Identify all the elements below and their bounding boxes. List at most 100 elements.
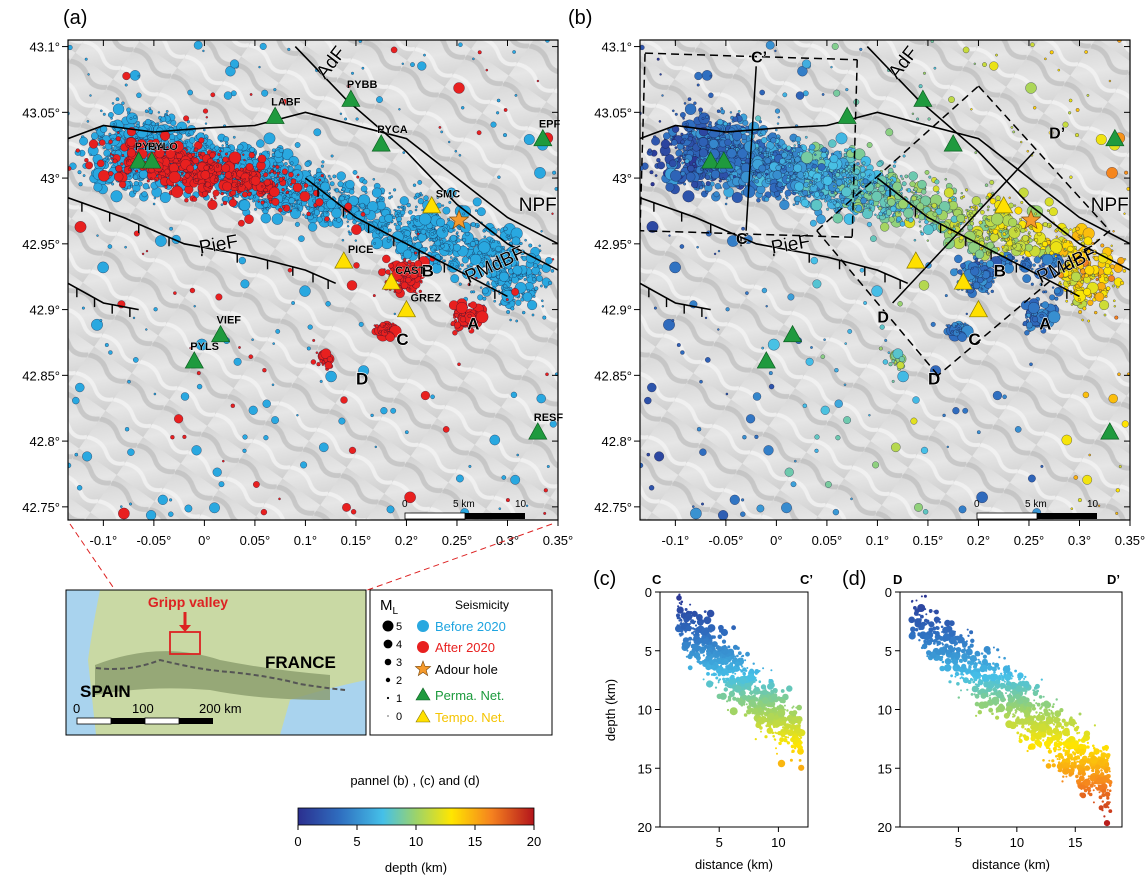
event-before-2020 (306, 206, 311, 211)
event-before-2020 (415, 205, 418, 209)
event-after-2020 (442, 426, 450, 433)
event-depth-colored (708, 92, 714, 98)
event-before-2020 (319, 442, 329, 453)
event-depth-colored (663, 132, 671, 140)
event-after-2020 (141, 252, 145, 256)
event-depth-colored (685, 128, 688, 131)
event-before-2020 (318, 205, 325, 212)
event-depth-colored (1005, 248, 1009, 252)
event-before-2020 (233, 357, 242, 366)
event-before-2020 (341, 238, 345, 242)
event-before-2020 (400, 252, 404, 256)
event-depth-colored (761, 137, 768, 144)
event-before-2020 (417, 198, 424, 205)
event-after-2020 (108, 171, 114, 177)
event-before-2020 (79, 136, 88, 146)
event-after-2020 (205, 116, 208, 119)
event-before-2020 (290, 208, 301, 219)
event-before-2020 (406, 202, 411, 208)
event-before-2020 (223, 136, 230, 143)
event-before-2020 (144, 118, 152, 126)
event-depth-colored (892, 164, 896, 168)
event-before-2020 (319, 379, 323, 383)
event-depth-colored (917, 179, 927, 190)
event-before-2020 (418, 194, 421, 197)
event-before-2020 (120, 505, 123, 508)
event-before-2020 (77, 170, 82, 175)
event-before-2020 (288, 156, 299, 167)
event-before-2020 (458, 42, 463, 47)
event-after-2020 (202, 108, 209, 114)
event-after-2020 (260, 200, 265, 205)
event-after-2020 (237, 180, 241, 184)
event-depth-colored (732, 116, 739, 122)
event-after-2020 (115, 136, 121, 142)
event-before-2020 (142, 123, 145, 126)
event-before-2020 (393, 222, 397, 226)
event-before-2020 (107, 154, 110, 158)
event-before-2020 (482, 287, 489, 295)
event-before-2020 (436, 213, 439, 217)
event-before-2020 (137, 74, 141, 78)
event-before-2020 (263, 132, 276, 145)
event-before-2020 (390, 195, 394, 198)
event-before-2020 (76, 485, 83, 491)
event-after-2020 (281, 205, 286, 209)
event-before-2020 (147, 127, 150, 130)
event-after-2020 (125, 158, 128, 161)
event-before-2020 (427, 229, 431, 233)
event-after-2020 (120, 162, 124, 166)
event-depth-colored (980, 210, 985, 215)
event-after-2020 (321, 363, 325, 366)
event-before-2020 (404, 235, 408, 238)
event-before-2020 (124, 427, 130, 432)
event-depth-colored (759, 133, 763, 136)
event-before-2020 (496, 98, 501, 103)
event-before-2020 (308, 222, 318, 232)
event-before-2020 (111, 102, 115, 105)
event-before-2020 (297, 192, 300, 195)
event-before-2020 (75, 382, 85, 393)
event-before-2020 (152, 202, 156, 206)
event-before-2020 (387, 222, 391, 225)
event-depth-colored (683, 102, 687, 105)
event-before-2020 (403, 249, 413, 259)
event-before-2020 (290, 161, 294, 165)
event-depth-colored (904, 174, 909, 179)
event-depth-colored (1046, 209, 1050, 212)
event-depth-colored (866, 142, 873, 148)
event-after-2020 (253, 481, 260, 488)
event-before-2020 (278, 168, 281, 172)
event-before-2020 (272, 342, 275, 345)
lon-tick-label: 0.15° (341, 533, 372, 548)
event-after-2020 (242, 153, 245, 156)
event-after-2020 (420, 281, 423, 284)
event-after-2020 (260, 185, 264, 188)
station-label: PYCA (377, 124, 408, 136)
event-before-2020 (490, 121, 497, 128)
event-before-2020 (498, 507, 502, 510)
event-before-2020 (375, 229, 380, 235)
event-before-2020 (86, 120, 90, 123)
event-depth-colored (687, 97, 692, 102)
event-before-2020 (457, 226, 460, 229)
event-before-2020 (538, 244, 541, 247)
event-depth-colored (985, 225, 988, 228)
event-depth-colored (714, 183, 722, 190)
event-before-2020 (339, 195, 345, 202)
event-depth-colored (1028, 234, 1032, 238)
lat-tick-label: 43° (40, 171, 60, 186)
event-after-2020 (200, 151, 206, 157)
event-after-2020 (281, 168, 288, 175)
event-before-2020 (336, 171, 346, 181)
event-before-2020 (344, 117, 348, 121)
event-depth-colored (1013, 204, 1017, 207)
lat-tick-label: 43.1° (29, 40, 60, 55)
event-before-2020 (160, 116, 167, 122)
event-before-2020 (348, 232, 353, 236)
event-before-2020 (119, 129, 123, 132)
event-before-2020 (327, 221, 334, 227)
event-before-2020 (523, 134, 535, 145)
event-after-2020 (306, 211, 311, 217)
